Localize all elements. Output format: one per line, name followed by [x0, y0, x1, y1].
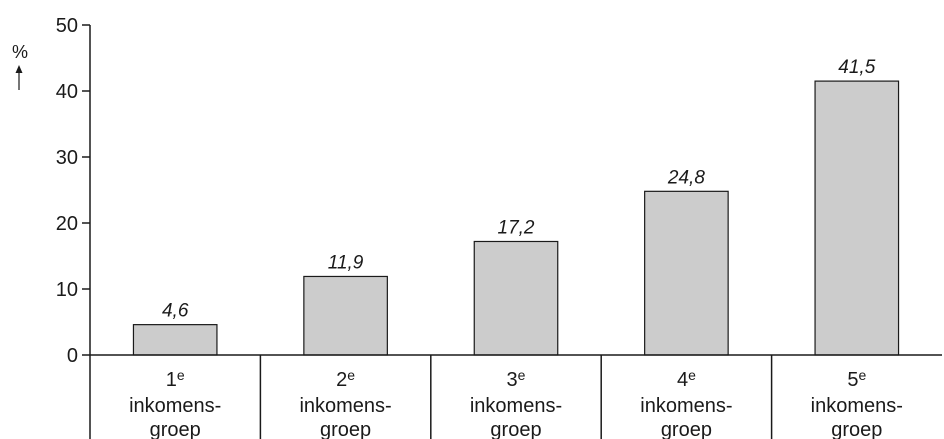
- category-label-ordinal: 5e: [847, 367, 866, 391]
- bar: [644, 190, 729, 356]
- category-label-line2: inkomens-: [811, 395, 903, 417]
- category-ordinal: 1: [166, 369, 177, 391]
- category-ordinal: 2: [336, 369, 347, 391]
- category-ordinal: 5: [847, 369, 858, 391]
- bar-value-label: 11,9: [328, 252, 364, 273]
- category-ordinal-suffix: e: [347, 367, 355, 383]
- bar-value-label: 24,8: [667, 167, 705, 188]
- category-ordinal: 4: [677, 369, 688, 391]
- category-label-ordinal: 4e: [677, 367, 696, 391]
- category-ordinal-suffix: e: [177, 367, 185, 383]
- category-ordinal: 3: [507, 369, 518, 391]
- y-tick-label: 50: [56, 15, 78, 37]
- up-arrow-icon: [15, 65, 23, 90]
- category-label-ordinal: 2e: [336, 367, 355, 391]
- y-tick-label: 30: [56, 147, 78, 169]
- category-label-line2: inkomens-: [470, 395, 562, 417]
- bars: 4,6 11,9 17,2 24,8 41,5: [132, 57, 900, 356]
- y-tick-label: 40: [56, 81, 78, 103]
- y-axis: 0 10 20 30 40 50: [56, 15, 91, 367]
- x-axis: 1einkomens-groep2einkomens-groep3einkome…: [89, 354, 942, 439]
- bar: [303, 275, 388, 356]
- bar: [814, 80, 900, 356]
- category-label-line3: groep: [490, 419, 541, 439]
- category-label-ordinal: 1e: [166, 367, 185, 391]
- category-label-line2: inkomens-: [640, 395, 732, 417]
- bar: [473, 240, 559, 356]
- category-label-line3: groep: [150, 419, 201, 439]
- category-label-line3: groep: [661, 419, 712, 439]
- bar: [132, 324, 218, 356]
- category-ordinal-suffix: e: [518, 367, 526, 383]
- category-label-line2: inkomens-: [129, 395, 221, 417]
- y-tick-label: 0: [67, 345, 78, 367]
- y-axis-unit-label: %: [12, 42, 28, 62]
- category-label-line3: groep: [831, 419, 882, 439]
- category-label-line2: inkomens-: [299, 395, 391, 417]
- y-tick-label: 20: [56, 213, 78, 235]
- bar-value-label: 17,2: [498, 217, 535, 238]
- y-tick-label: 10: [56, 279, 78, 301]
- bar-value-label: 41,5: [838, 57, 875, 78]
- bar-value-label: 4,6: [162, 301, 189, 322]
- category-ordinal-suffix: e: [688, 367, 696, 383]
- category-label-ordinal: 3e: [507, 367, 526, 391]
- category-label-line3: groep: [320, 419, 371, 439]
- category-ordinal-suffix: e: [858, 367, 866, 383]
